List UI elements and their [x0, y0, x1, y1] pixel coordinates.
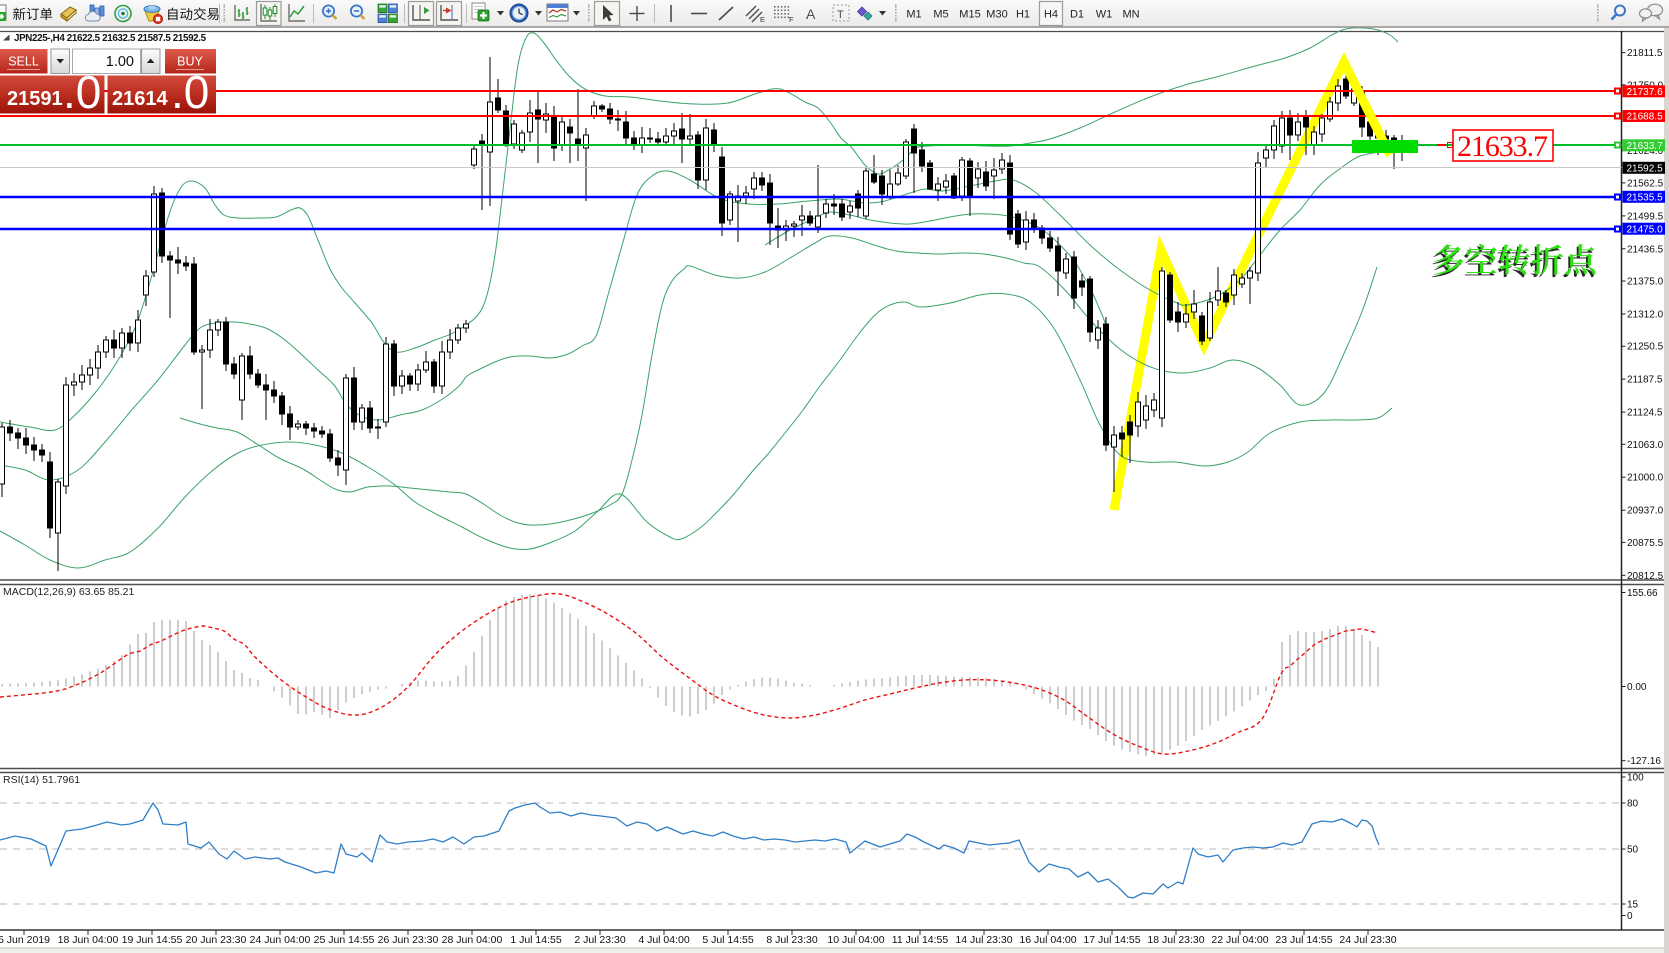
svg-text:100: 100 — [1627, 773, 1644, 784]
svg-text:21000.0: 21000.0 — [1627, 473, 1664, 484]
svg-text:21063.0: 21063.0 — [1627, 440, 1664, 451]
svg-text:17 Jul 14:55: 17 Jul 14:55 — [1083, 934, 1140, 946]
svg-text:28 Jun 04:00: 28 Jun 04:00 — [442, 934, 503, 946]
svg-text:21499.5: 21499.5 — [1627, 211, 1664, 222]
svg-text:24 Jun 04:00: 24 Jun 04:00 — [250, 934, 311, 946]
svg-text:21591: 21591 — [7, 88, 63, 110]
svg-text:155.66: 155.66 — [1627, 588, 1658, 599]
svg-text:MACD(12,26,9) 63.65 85.21: MACD(12,26,9) 63.65 85.21 — [3, 586, 134, 598]
svg-text:21436.5: 21436.5 — [1627, 244, 1664, 255]
svg-text:18 Jul 23:30: 18 Jul 23:30 — [1147, 934, 1204, 946]
svg-text:20875.5: 20875.5 — [1627, 538, 1664, 549]
svg-text:F: F — [789, 15, 794, 24]
svg-text:2 Jul 23:30: 2 Jul 23:30 — [574, 934, 626, 946]
svg-text:5 Jun 2019: 5 Jun 2019 — [0, 934, 50, 946]
svg-text:10 Jul 04:00: 10 Jul 04:00 — [827, 934, 884, 946]
svg-text:20812.5: 20812.5 — [1627, 571, 1664, 582]
svg-text:21688.5: 21688.5 — [1627, 112, 1664, 123]
svg-text:21375.0: 21375.0 — [1627, 277, 1664, 288]
svg-text:0: 0 — [1627, 911, 1633, 922]
svg-text:22 Jul 04:00: 22 Jul 04:00 — [1211, 934, 1268, 946]
svg-text:21633.7: 21633.7 — [1627, 141, 1664, 152]
svg-text:21562.5: 21562.5 — [1627, 178, 1664, 189]
svg-text:21187.5: 21187.5 — [1627, 375, 1663, 386]
svg-text:1 Jul 14:55: 1 Jul 14:55 — [510, 934, 562, 946]
svg-text:21312.0: 21312.0 — [1627, 310, 1664, 321]
svg-text:M5: M5 — [933, 9, 948, 21]
svg-text:SELL: SELL — [8, 55, 39, 69]
svg-text:MN: MN — [1122, 9, 1139, 21]
svg-text:8 Jul 23:30: 8 Jul 23:30 — [766, 934, 818, 946]
svg-text:21737.6: 21737.6 — [1627, 87, 1664, 98]
svg-text:JPN225-,H4 21622.5 21632.5 21: JPN225-,H4 21622.5 21632.5 21587.5 21592… — [14, 33, 207, 44]
svg-text:21633.7: 21633.7 — [1457, 130, 1548, 163]
svg-text:M30: M30 — [986, 9, 1007, 21]
svg-text:T: T — [837, 9, 844, 21]
svg-text:0.00: 0.00 — [1627, 682, 1647, 693]
svg-text:19 Jun 14:55: 19 Jun 14:55 — [122, 934, 183, 946]
svg-text:26 Jun 23:30: 26 Jun 23:30 — [378, 934, 439, 946]
svg-text:15: 15 — [1627, 900, 1639, 911]
svg-text:H4: H4 — [1044, 9, 1058, 21]
svg-text:21592.5: 21592.5 — [1627, 163, 1664, 174]
svg-text:21614: 21614 — [112, 88, 168, 110]
svg-text:21811.5: 21811.5 — [1627, 48, 1663, 59]
svg-text:21535.5: 21535.5 — [1627, 192, 1664, 203]
svg-text:M15: M15 — [959, 9, 980, 21]
svg-text:W1: W1 — [1096, 9, 1113, 21]
svg-text:80: 80 — [1627, 799, 1639, 810]
svg-text:16 Jul 04:00: 16 Jul 04:00 — [1019, 934, 1076, 946]
svg-text:24 Jul 23:30: 24 Jul 23:30 — [1339, 934, 1396, 946]
svg-text:50: 50 — [1627, 845, 1639, 856]
svg-text:11 Jul 14:55: 11 Jul 14:55 — [892, 934, 949, 946]
svg-text:25 Jun 14:55: 25 Jun 14:55 — [314, 934, 375, 946]
svg-text:21250.5: 21250.5 — [1627, 342, 1664, 353]
svg-text:H1: H1 — [1016, 9, 1030, 21]
svg-text:BUY: BUY — [177, 55, 203, 69]
svg-text:1.00: 1.00 — [106, 54, 134, 70]
svg-text:M1: M1 — [906, 9, 921, 21]
svg-text:.0: .0 — [63, 66, 101, 118]
svg-text:21124.5: 21124.5 — [1627, 408, 1663, 419]
svg-text:21475.0: 21475.0 — [1627, 224, 1664, 235]
svg-text:D1: D1 — [1070, 9, 1084, 21]
svg-text:A: A — [806, 6, 816, 22]
svg-text:E: E — [760, 15, 765, 24]
svg-text:14 Jul 23:30: 14 Jul 23:30 — [955, 934, 1012, 946]
svg-text:23 Jul 14:55: 23 Jul 14:55 — [1275, 934, 1332, 946]
svg-text:.0: .0 — [171, 66, 209, 118]
svg-text:4 Jul 04:00: 4 Jul 04:00 — [638, 934, 690, 946]
svg-text:20937.0: 20937.0 — [1627, 506, 1664, 517]
svg-text:RSI(14) 51.7961: RSI(14) 51.7961 — [3, 774, 80, 786]
svg-text:21624.0: 21624.0 — [1627, 146, 1664, 157]
svg-text:20 Jun 23:30: 20 Jun 23:30 — [186, 934, 247, 946]
svg-text:-127.16: -127.16 — [1627, 756, 1661, 767]
svg-text:5 Jul 14:55: 5 Jul 14:55 — [702, 934, 754, 946]
svg-text:18 Jun 04:00: 18 Jun 04:00 — [58, 934, 119, 946]
